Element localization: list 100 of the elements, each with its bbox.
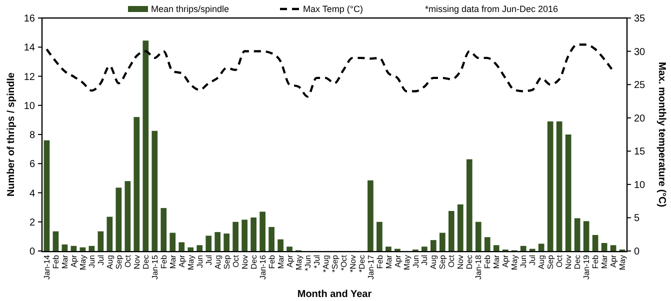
x-tick-label: Dec xyxy=(573,255,582,270)
bar xyxy=(124,181,131,251)
bar xyxy=(422,246,428,251)
bar xyxy=(160,208,167,251)
x-tick-label: Sep xyxy=(222,254,232,270)
y-tick-label: 6 xyxy=(29,159,36,170)
bar xyxy=(70,246,77,251)
x-tick-label: Apr xyxy=(177,254,186,268)
x-tick-label: Jan-18 xyxy=(474,254,484,280)
bar xyxy=(466,159,472,251)
bar xyxy=(520,246,526,251)
x-tick-label: Dec xyxy=(465,255,474,270)
bar xyxy=(268,226,274,251)
bar xyxy=(386,246,392,251)
x-tick-label: Nov xyxy=(456,255,466,270)
y2-tick-label: 25 xyxy=(634,80,646,92)
x-tick-label: Feb xyxy=(375,254,384,269)
x-tick-label: May xyxy=(402,255,412,270)
x-tick-label: Sep xyxy=(438,254,448,270)
bar xyxy=(62,244,68,251)
bar xyxy=(152,130,158,251)
y2-tick-label: 10 xyxy=(634,180,646,191)
x-tick-label: May xyxy=(294,255,304,270)
bar xyxy=(44,140,50,251)
bar xyxy=(610,245,616,251)
x-tick-label: Dec xyxy=(141,255,150,270)
bar xyxy=(52,231,59,251)
bar xyxy=(134,117,140,251)
bar xyxy=(286,246,292,251)
bar xyxy=(565,134,572,251)
bar xyxy=(368,180,374,251)
x-tick-label: Mar xyxy=(168,254,178,269)
bar xyxy=(556,121,562,251)
x-tick-label: Jan-17 xyxy=(366,254,376,280)
x-axis-title: Month and Year xyxy=(297,289,372,300)
y2-tick-label: 5 xyxy=(634,213,640,224)
y2-tick-label: 30 xyxy=(634,46,646,58)
bar xyxy=(116,188,122,251)
x-tick-label: *Jun xyxy=(303,255,312,272)
y2-tick-label: 35 xyxy=(634,14,646,24)
x-tick-label: Jul xyxy=(204,254,214,266)
x-tick-label: Jan-14 xyxy=(42,254,52,280)
x-tick-label: Jul xyxy=(528,254,538,266)
bar xyxy=(493,245,500,251)
x-tick-label: Nov xyxy=(132,255,142,270)
x-tick-label: Mar xyxy=(276,254,286,269)
x-tick-label: *Dec xyxy=(357,255,366,272)
line-series xyxy=(46,44,614,98)
x-tick-label: Aug xyxy=(537,255,546,270)
y-tick-label: 16 xyxy=(24,14,36,24)
bar xyxy=(242,220,248,251)
x-tick-label: Feb xyxy=(591,254,600,269)
x-tick-label: Jun xyxy=(519,255,528,268)
x-tick-label: *Jul xyxy=(312,254,322,268)
y-tick-label: 10 xyxy=(24,100,36,112)
y2-axis-title: Max. monthly temperature (°C) xyxy=(656,62,667,208)
x-tick-label: Nov xyxy=(564,255,574,270)
y2-tick-label: 0 xyxy=(634,246,640,258)
x-tick-label: *Oct xyxy=(339,254,348,271)
x-tick-label: Oct xyxy=(231,254,240,268)
y-tick-label: 4 xyxy=(29,188,36,200)
bar xyxy=(583,221,590,251)
x-tick-label: Mar xyxy=(600,254,610,269)
bar xyxy=(376,222,382,251)
x-tick-label: May xyxy=(78,255,88,270)
x-tick-label: Sep xyxy=(546,254,556,270)
y-tick-label: 14 xyxy=(24,42,36,54)
x-tick-label: Aug xyxy=(213,255,222,270)
x-tick-label: Feb xyxy=(52,254,61,269)
x-tick-label: Mar xyxy=(60,254,70,269)
legend-label: Mean thrips/spindle xyxy=(151,4,230,14)
x-tick-label: Mar xyxy=(384,254,394,269)
bar xyxy=(232,222,238,251)
bar xyxy=(538,244,544,251)
bar xyxy=(98,231,104,251)
x-tick-label: Oct xyxy=(447,254,456,268)
x-tick-label: May xyxy=(510,255,520,270)
bar xyxy=(206,236,212,251)
y-axis-title: Number of thrips / spindle xyxy=(6,72,17,196)
x-tick-label: Oct xyxy=(123,254,132,268)
bar xyxy=(80,247,86,251)
y-tick-label: 0 xyxy=(29,246,36,258)
bar xyxy=(439,232,446,251)
bar xyxy=(188,247,194,251)
bar xyxy=(196,245,203,251)
bar xyxy=(142,40,149,251)
x-tick-label: Dec xyxy=(249,255,258,270)
text: *missing data from Jun-Dec 2016 xyxy=(425,4,558,14)
x-tick-label: Feb xyxy=(267,254,276,269)
bar xyxy=(448,210,454,251)
x-tick-label: Jan-15 xyxy=(150,254,160,280)
x-tick-label: Mar xyxy=(492,254,502,269)
legend-label: Max Temp (°C) xyxy=(303,4,363,14)
bar xyxy=(88,246,95,251)
bar xyxy=(592,234,598,251)
bar xyxy=(260,212,266,251)
x-tick-label: Jun xyxy=(411,255,420,268)
x-tick-label: Jul xyxy=(96,254,106,266)
bar xyxy=(547,121,554,251)
bar xyxy=(178,242,185,251)
